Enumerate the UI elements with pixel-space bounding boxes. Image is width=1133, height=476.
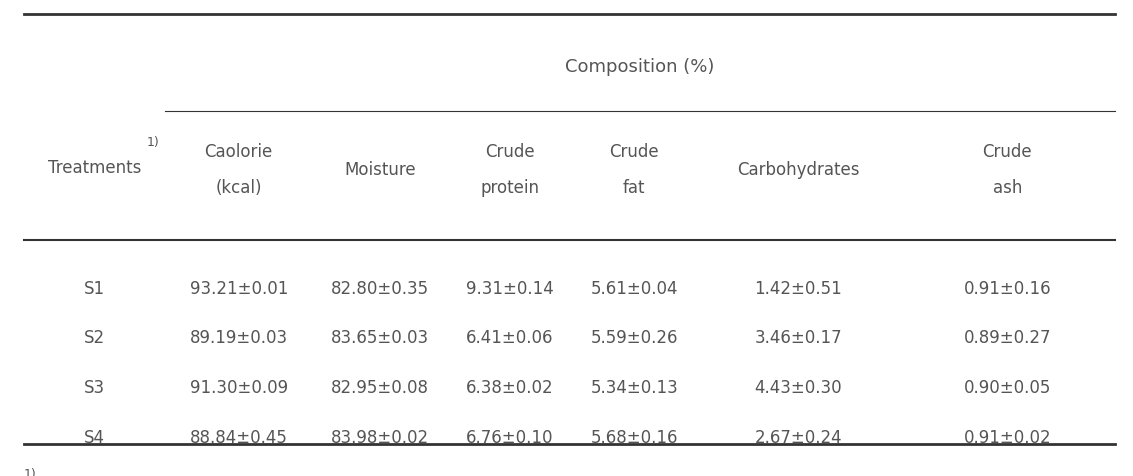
Text: 6.38±0.02: 6.38±0.02 xyxy=(466,378,554,396)
Text: fat: fat xyxy=(623,178,646,197)
Text: Crude: Crude xyxy=(982,142,1032,160)
Text: 89.19±0.03: 89.19±0.03 xyxy=(189,328,288,347)
Text: (kcal): (kcal) xyxy=(215,178,262,197)
Text: 93.21±0.01: 93.21±0.01 xyxy=(189,279,288,297)
Text: 83.98±0.02: 83.98±0.02 xyxy=(331,428,429,446)
Text: 91.30±0.09: 91.30±0.09 xyxy=(189,378,288,396)
Text: S4: S4 xyxy=(84,428,105,446)
Text: 82.80±0.35: 82.80±0.35 xyxy=(331,279,429,297)
Text: 83.65±0.03: 83.65±0.03 xyxy=(331,328,429,347)
Text: 2.67±0.24: 2.67±0.24 xyxy=(755,428,842,446)
Text: protein: protein xyxy=(480,178,539,197)
Text: 0.89±0.27: 0.89±0.27 xyxy=(963,328,1051,347)
Text: 1): 1) xyxy=(24,467,36,476)
Text: Caolorie: Caolorie xyxy=(205,142,273,160)
Text: 5.68±0.16: 5.68±0.16 xyxy=(590,428,678,446)
Text: Treatments: Treatments xyxy=(48,158,142,176)
Text: ash: ash xyxy=(993,178,1022,197)
Text: Composition (%): Composition (%) xyxy=(565,58,715,76)
Text: 5.61±0.04: 5.61±0.04 xyxy=(590,279,678,297)
Text: 6.76±0.10: 6.76±0.10 xyxy=(467,428,554,446)
Text: S2: S2 xyxy=(84,328,105,347)
Text: 1): 1) xyxy=(147,136,160,149)
Text: 88.84±0.45: 88.84±0.45 xyxy=(190,428,288,446)
Text: Crude: Crude xyxy=(485,142,535,160)
Text: 1.42±0.51: 1.42±0.51 xyxy=(755,279,842,297)
Text: 3.46±0.17: 3.46±0.17 xyxy=(755,328,842,347)
Text: 9.31±0.14: 9.31±0.14 xyxy=(466,279,554,297)
Text: 0.90±0.05: 0.90±0.05 xyxy=(963,378,1051,396)
Text: 5.34±0.13: 5.34±0.13 xyxy=(590,378,679,396)
Text: 0.91±0.16: 0.91±0.16 xyxy=(963,279,1051,297)
Text: 4.43±0.30: 4.43±0.30 xyxy=(755,378,842,396)
Text: Moisture: Moisture xyxy=(344,160,416,178)
Text: 0.91±0.02: 0.91±0.02 xyxy=(963,428,1051,446)
Text: Carbohydrates: Carbohydrates xyxy=(736,160,860,178)
Text: 6.41±0.06: 6.41±0.06 xyxy=(467,328,554,347)
Text: Crude: Crude xyxy=(610,142,659,160)
Text: S1: S1 xyxy=(84,279,105,297)
Text: S3: S3 xyxy=(84,378,105,396)
Text: 5.59±0.26: 5.59±0.26 xyxy=(590,328,678,347)
Text: 82.95±0.08: 82.95±0.08 xyxy=(331,378,429,396)
